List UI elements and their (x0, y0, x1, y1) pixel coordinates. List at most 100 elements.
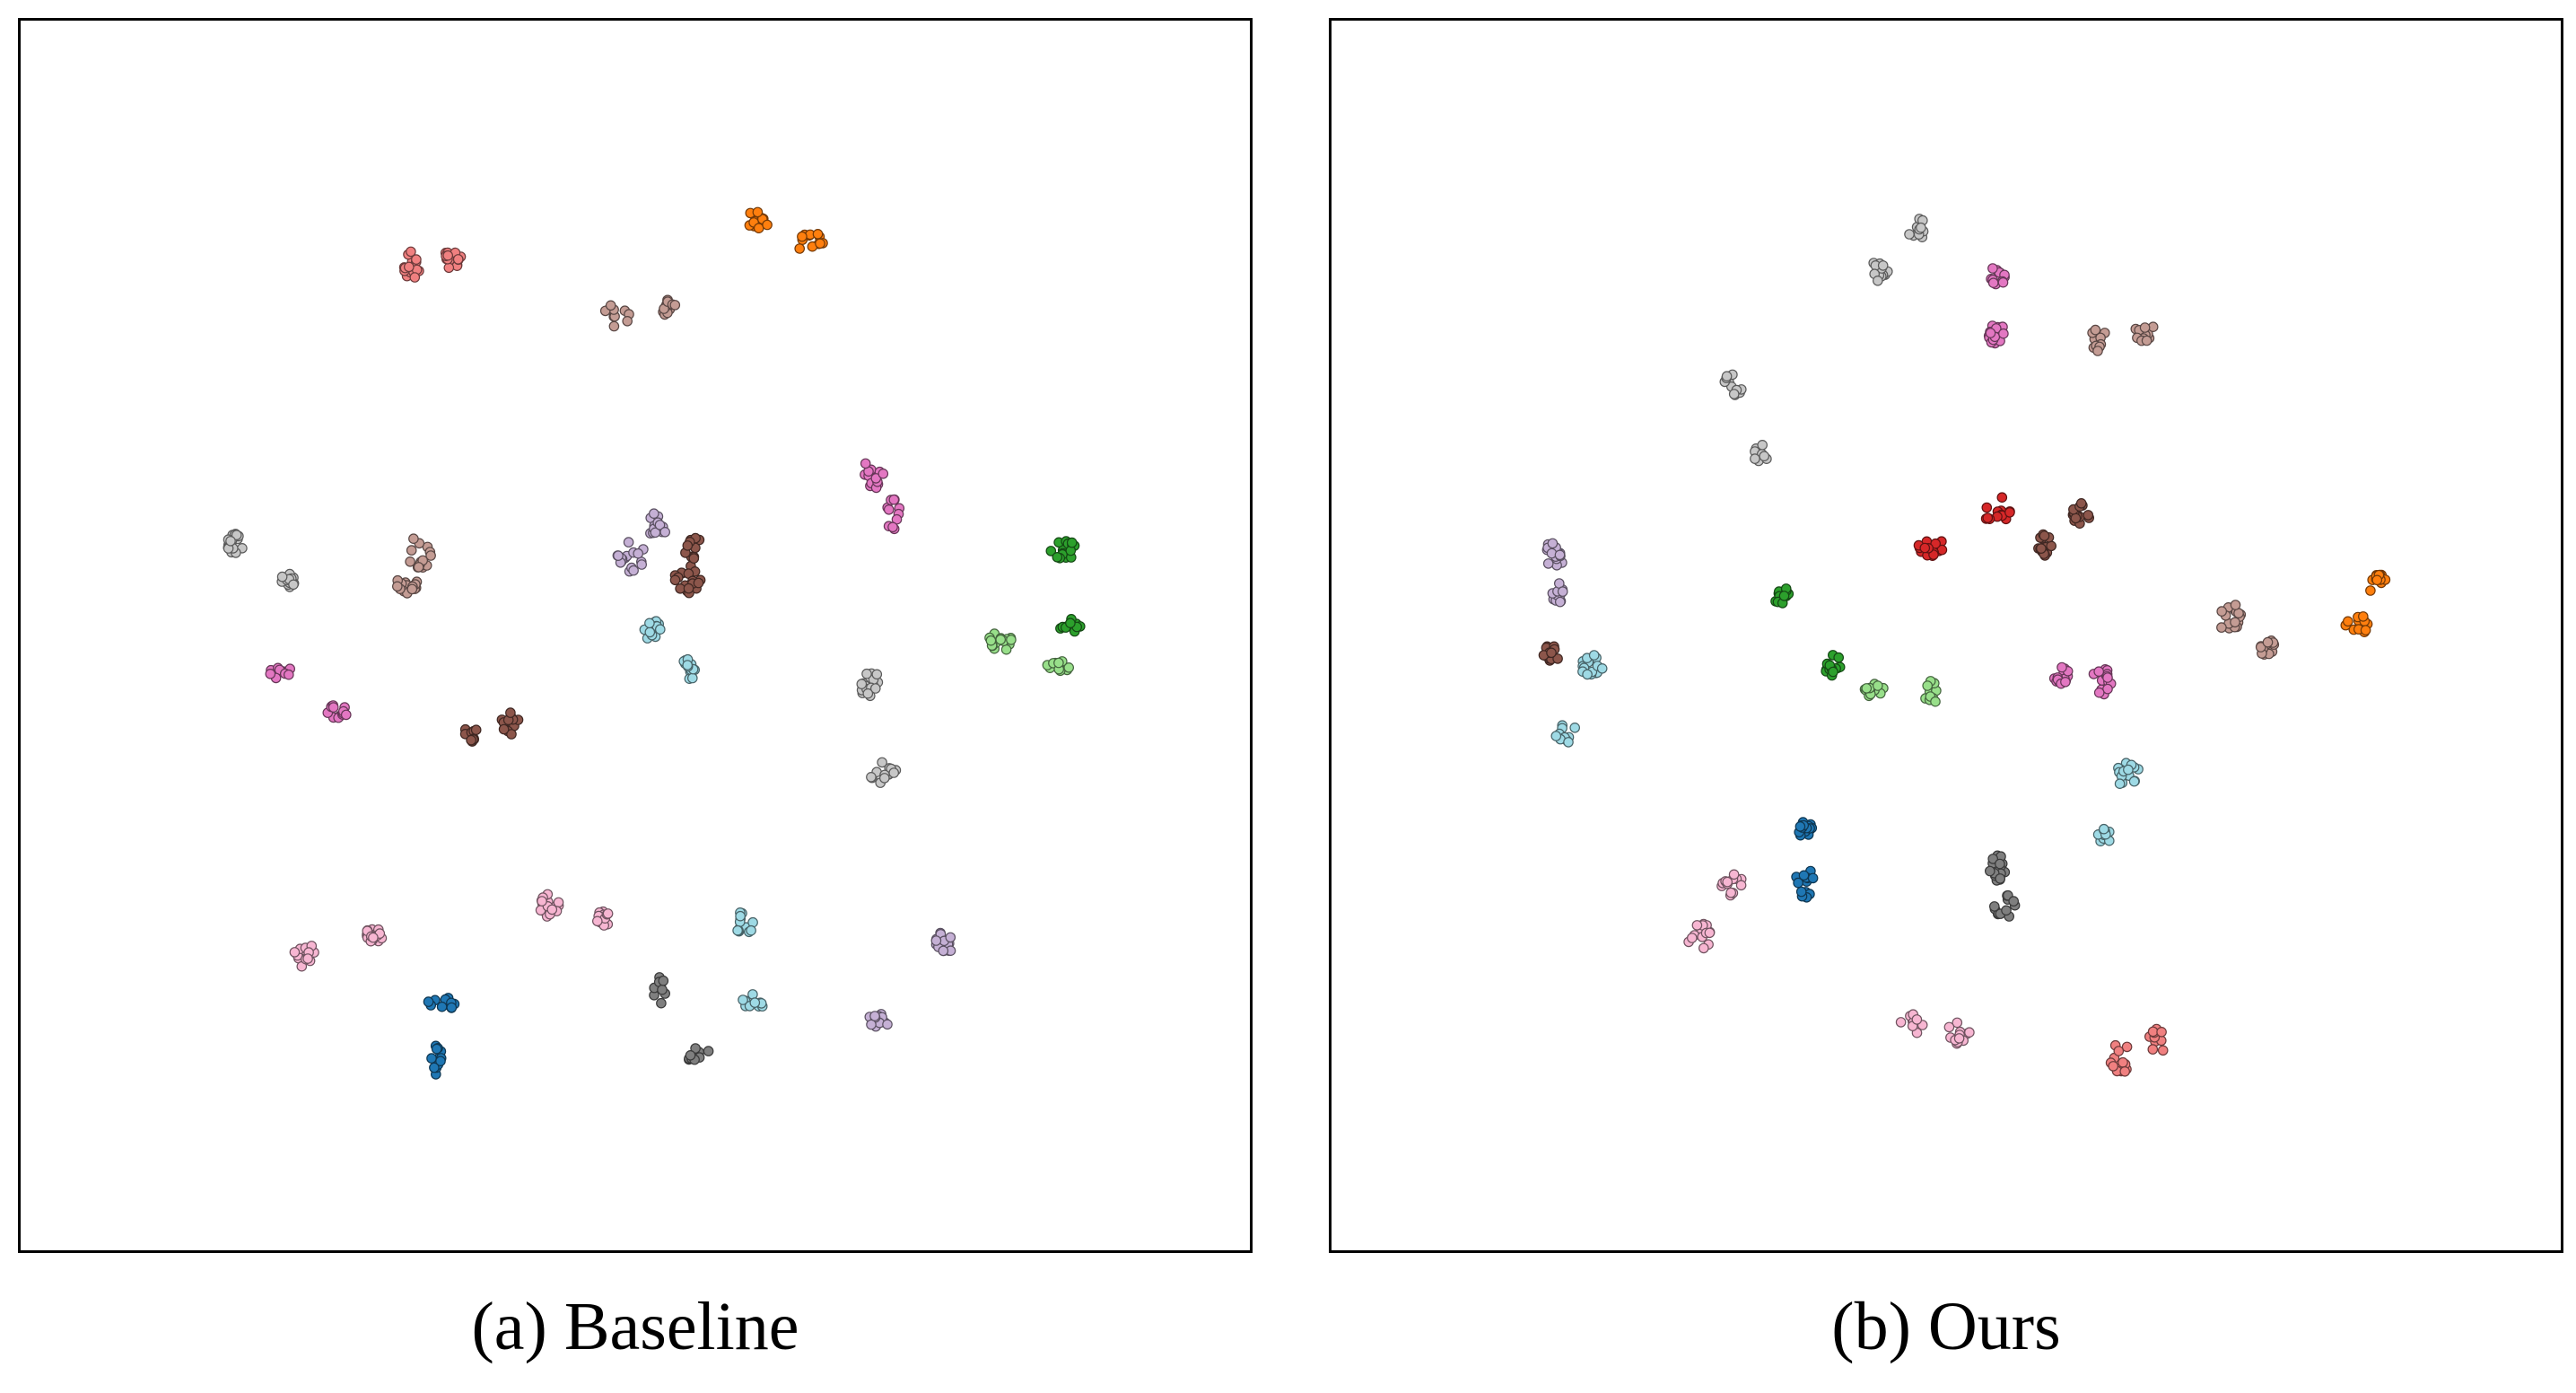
scatter-point (452, 254, 464, 265)
scatter-point (1795, 886, 1807, 898)
scatter-point (636, 559, 647, 570)
cluster-7 (1750, 439, 1772, 467)
cluster-14 (860, 458, 889, 494)
scatter-point (608, 320, 620, 332)
scatter-point (1759, 451, 1769, 461)
scatter-point (883, 504, 895, 515)
scatter-point (423, 996, 434, 1007)
scatter-point (2156, 1027, 2167, 1038)
scatter-point (1793, 877, 1803, 889)
scatter-point (2123, 764, 2134, 775)
scatter-point (703, 1046, 714, 1056)
scatter-point (869, 1011, 880, 1021)
scatter-point (2046, 540, 2056, 552)
scatter-point (628, 565, 639, 576)
scatter-point (1588, 650, 1600, 661)
cluster-35 (683, 1043, 714, 1065)
cluster-11 (2067, 497, 2094, 529)
scatter-point (2216, 606, 2227, 617)
cluster-13 (669, 565, 706, 599)
cluster-20 (1550, 720, 1580, 748)
scatter-point (505, 707, 516, 718)
cluster-11 (612, 537, 649, 577)
cluster-34 (649, 972, 670, 1009)
scatter-point (878, 773, 890, 784)
cluster-17 (1547, 578, 1568, 608)
scatter-point (623, 537, 634, 548)
cluster-5 (2130, 321, 2159, 346)
scatter-point (2128, 775, 2140, 787)
scatter-point (1872, 680, 1883, 691)
scatter-point (602, 908, 614, 919)
scatter-point (657, 984, 668, 995)
cluster-3 (658, 294, 681, 320)
scatter-point (2056, 661, 2067, 673)
scatter-point (391, 581, 403, 592)
scatter-point (861, 668, 872, 679)
cluster-1 (1868, 258, 1893, 286)
cluster-10 (2033, 529, 2056, 561)
scatter-point (2371, 574, 2383, 586)
cluster-0 (1904, 214, 1929, 242)
cluster-25 (2365, 569, 2391, 596)
scatter-point (1807, 872, 1819, 884)
scatter-point (1066, 537, 1078, 548)
scatter-point (878, 468, 889, 479)
scatter-point (732, 924, 743, 936)
cluster-36 (732, 907, 758, 938)
cluster-37 (738, 989, 768, 1012)
scatter-point (1000, 644, 1012, 655)
scatter-point (1895, 1017, 1907, 1028)
cluster-9 (1980, 492, 2015, 525)
cluster-6 (1719, 369, 1747, 400)
caption-baseline: (a) Baseline (471, 1289, 799, 1364)
scatter-point (327, 702, 339, 713)
scatter-point (498, 723, 510, 735)
cluster-25 (496, 707, 524, 740)
scatter-point (2121, 1041, 2133, 1053)
cluster-29 (1794, 817, 1818, 841)
cluster-30 (535, 889, 564, 922)
cluster-39 (930, 927, 956, 957)
scatter-point (411, 254, 422, 265)
scatter-point (1557, 586, 1568, 597)
scatter-point (877, 757, 887, 768)
cluster-33 (426, 1040, 447, 1080)
cluster-21 (2048, 661, 2074, 689)
scatter-point (426, 1053, 437, 1064)
scatter-point (669, 300, 681, 311)
cluster-19 (1577, 650, 1608, 680)
scatter-point (425, 550, 436, 561)
scatter-point (2001, 905, 2012, 916)
scatter-point (644, 618, 655, 629)
scatter-point (2090, 324, 2101, 336)
cluster-16 (1045, 536, 1080, 564)
scatter-point (860, 458, 871, 469)
scatter-point (871, 669, 883, 680)
scatter-point (1063, 661, 1074, 673)
scatter-point (1988, 901, 2000, 912)
scatter-point (682, 540, 694, 551)
scatter-point (2075, 497, 2087, 509)
scatter-point (613, 550, 624, 561)
scatter-point (995, 634, 1006, 645)
scatter-point (1554, 549, 1566, 561)
scatter-point (644, 626, 656, 638)
scatter-point (1987, 263, 1998, 274)
scatter-point (2262, 636, 2274, 648)
scatter-point (658, 975, 669, 986)
scatter-point (1555, 596, 1566, 608)
scatter-point (2141, 335, 2152, 346)
scatter-point (2358, 611, 2369, 622)
scatter-point (1861, 683, 1873, 694)
scatter-point (288, 579, 299, 591)
scatter-point (1053, 657, 1064, 669)
scatter-point (654, 520, 666, 530)
scatter-point (1987, 277, 1999, 288)
cluster-2 (1986, 263, 2010, 290)
scatter-point (605, 300, 616, 311)
cluster-24 (459, 723, 482, 747)
scatter-point (506, 729, 517, 740)
scatter-point (436, 1001, 448, 1012)
scatter-point (1721, 371, 1733, 381)
